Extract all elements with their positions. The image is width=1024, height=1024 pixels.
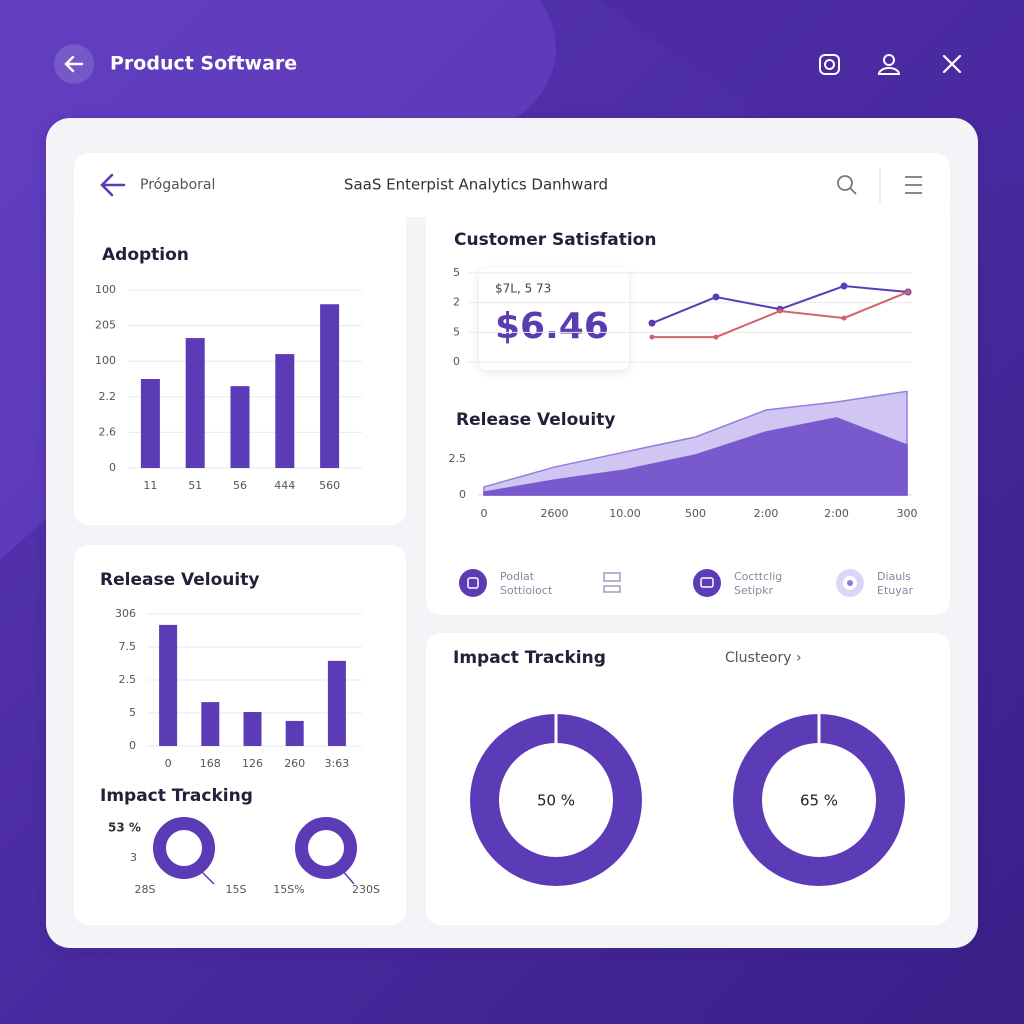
legend-text: Diauls — [877, 570, 911, 583]
x-tick-label: 2600 — [541, 507, 569, 520]
bar — [140, 379, 160, 468]
bar — [230, 386, 250, 468]
camera-icon[interactable] — [819, 54, 840, 75]
app-title: Product Software — [110, 53, 297, 75]
x-tick-label: 500 — [685, 507, 706, 520]
y-tick-label: 0 — [129, 739, 136, 752]
y-tick-label: 2.6 — [99, 425, 117, 438]
point — [649, 334, 655, 340]
y-tick-label: 2 — [453, 296, 460, 309]
legend-text: Podlat — [500, 570, 535, 583]
point — [840, 282, 848, 290]
x-tick-label: 300 — [897, 507, 918, 520]
x-tick-label: 126 — [242, 757, 263, 770]
callout-value: $6.46 — [495, 306, 609, 347]
y-tick-label: 2.2 — [99, 390, 117, 403]
area — [483, 417, 908, 496]
legend-icon — [603, 572, 621, 593]
bar — [327, 660, 346, 746]
legend-icon — [693, 569, 721, 597]
back-arrow[interactable] — [100, 173, 126, 197]
legend-text: Setipkr — [734, 584, 773, 597]
breadcrumb: Prógaboral — [140, 177, 215, 193]
chart-title: Release Velouity — [100, 570, 259, 590]
dashboard-title: SaaS Enterpist Analytics Danhward — [344, 176, 608, 194]
point — [777, 308, 783, 314]
x-tick-label: 3:63 — [325, 757, 350, 770]
legend-text: Cocttclig — [734, 570, 782, 583]
y-tick-label: 0 — [109, 461, 116, 474]
search-icon[interactable] — [837, 175, 857, 195]
chart-title: Adoption — [102, 245, 189, 265]
bar — [185, 338, 205, 468]
legend-text: Sottioioct — [500, 584, 553, 597]
point — [841, 315, 847, 321]
x-tick-label: 10.00 — [609, 507, 641, 520]
y-tick-label: 0 — [459, 488, 466, 501]
x-tick-label: 260 — [284, 757, 305, 770]
bar — [201, 702, 220, 746]
leader — [341, 869, 355, 885]
x-tick-label: 0 — [481, 507, 488, 520]
donut — [153, 817, 215, 879]
point — [905, 289, 911, 295]
close-icon[interactable] — [942, 54, 962, 74]
x-tick-label: 51 — [188, 479, 202, 492]
back-button[interactable] — [54, 44, 94, 84]
panel — [74, 545, 406, 925]
y-tick-label: 2.5 — [119, 673, 137, 686]
y-tick-label: 7.5 — [119, 640, 137, 653]
label: 230S — [352, 883, 380, 896]
point — [713, 334, 719, 340]
chart-title: Customer Satisfation — [454, 230, 656, 250]
bar — [285, 720, 304, 746]
donut-label: 50 % — [537, 792, 575, 810]
x-tick-label: 2:00 — [824, 507, 849, 520]
label: 15S — [226, 883, 247, 896]
point — [712, 293, 720, 301]
x-tick-label: 560 — [319, 479, 340, 492]
donut — [295, 817, 357, 879]
label: 53 % — [108, 821, 141, 835]
y-tick-label: 0 — [453, 355, 460, 368]
y-tick-label: 100 — [95, 354, 116, 367]
x-tick-label: 11 — [143, 479, 157, 492]
donut-label: 65 % — [800, 792, 838, 810]
callout-caption: $7L, 5 73 — [495, 282, 551, 296]
x-tick-label: 56 — [233, 479, 247, 492]
label: 3 — [130, 851, 137, 864]
user-icon[interactable] — [877, 54, 901, 75]
filter-dropdown[interactable]: Clusteory › — [725, 650, 802, 666]
y-tick-label: 5 — [129, 706, 136, 719]
bar — [243, 712, 262, 746]
x-tick-label: 2:00 — [754, 507, 779, 520]
legend-text: Etuyar — [877, 584, 913, 597]
point — [648, 319, 656, 327]
y-tick-label: 306 — [115, 607, 136, 620]
panel-title: Impact Tracking — [453, 648, 606, 668]
y-tick-label: 100 — [95, 283, 116, 296]
y-tick-label: 2.5 — [449, 452, 467, 465]
callout-card — [479, 268, 629, 370]
bar — [320, 304, 340, 468]
legend-icon — [836, 569, 864, 597]
leader — [199, 869, 215, 885]
legend-icon — [459, 569, 487, 597]
panel — [426, 633, 950, 925]
y-tick-label: 5 — [453, 266, 460, 279]
bar — [159, 624, 178, 746]
x-tick-label: 168 — [200, 757, 221, 770]
bar — [275, 354, 295, 468]
x-tick-label: 444 — [274, 479, 295, 492]
label: 15S% — [273, 883, 304, 896]
label: 28S — [135, 883, 156, 896]
x-tick-label: 0 — [165, 757, 172, 770]
menu-icon[interactable] — [905, 176, 922, 194]
panel-title: Impact Tracking — [100, 786, 253, 806]
chart-title: Release Velouity — [456, 410, 615, 430]
y-tick-label: 205 — [95, 319, 116, 332]
y-tick-label: 5 — [453, 325, 460, 338]
